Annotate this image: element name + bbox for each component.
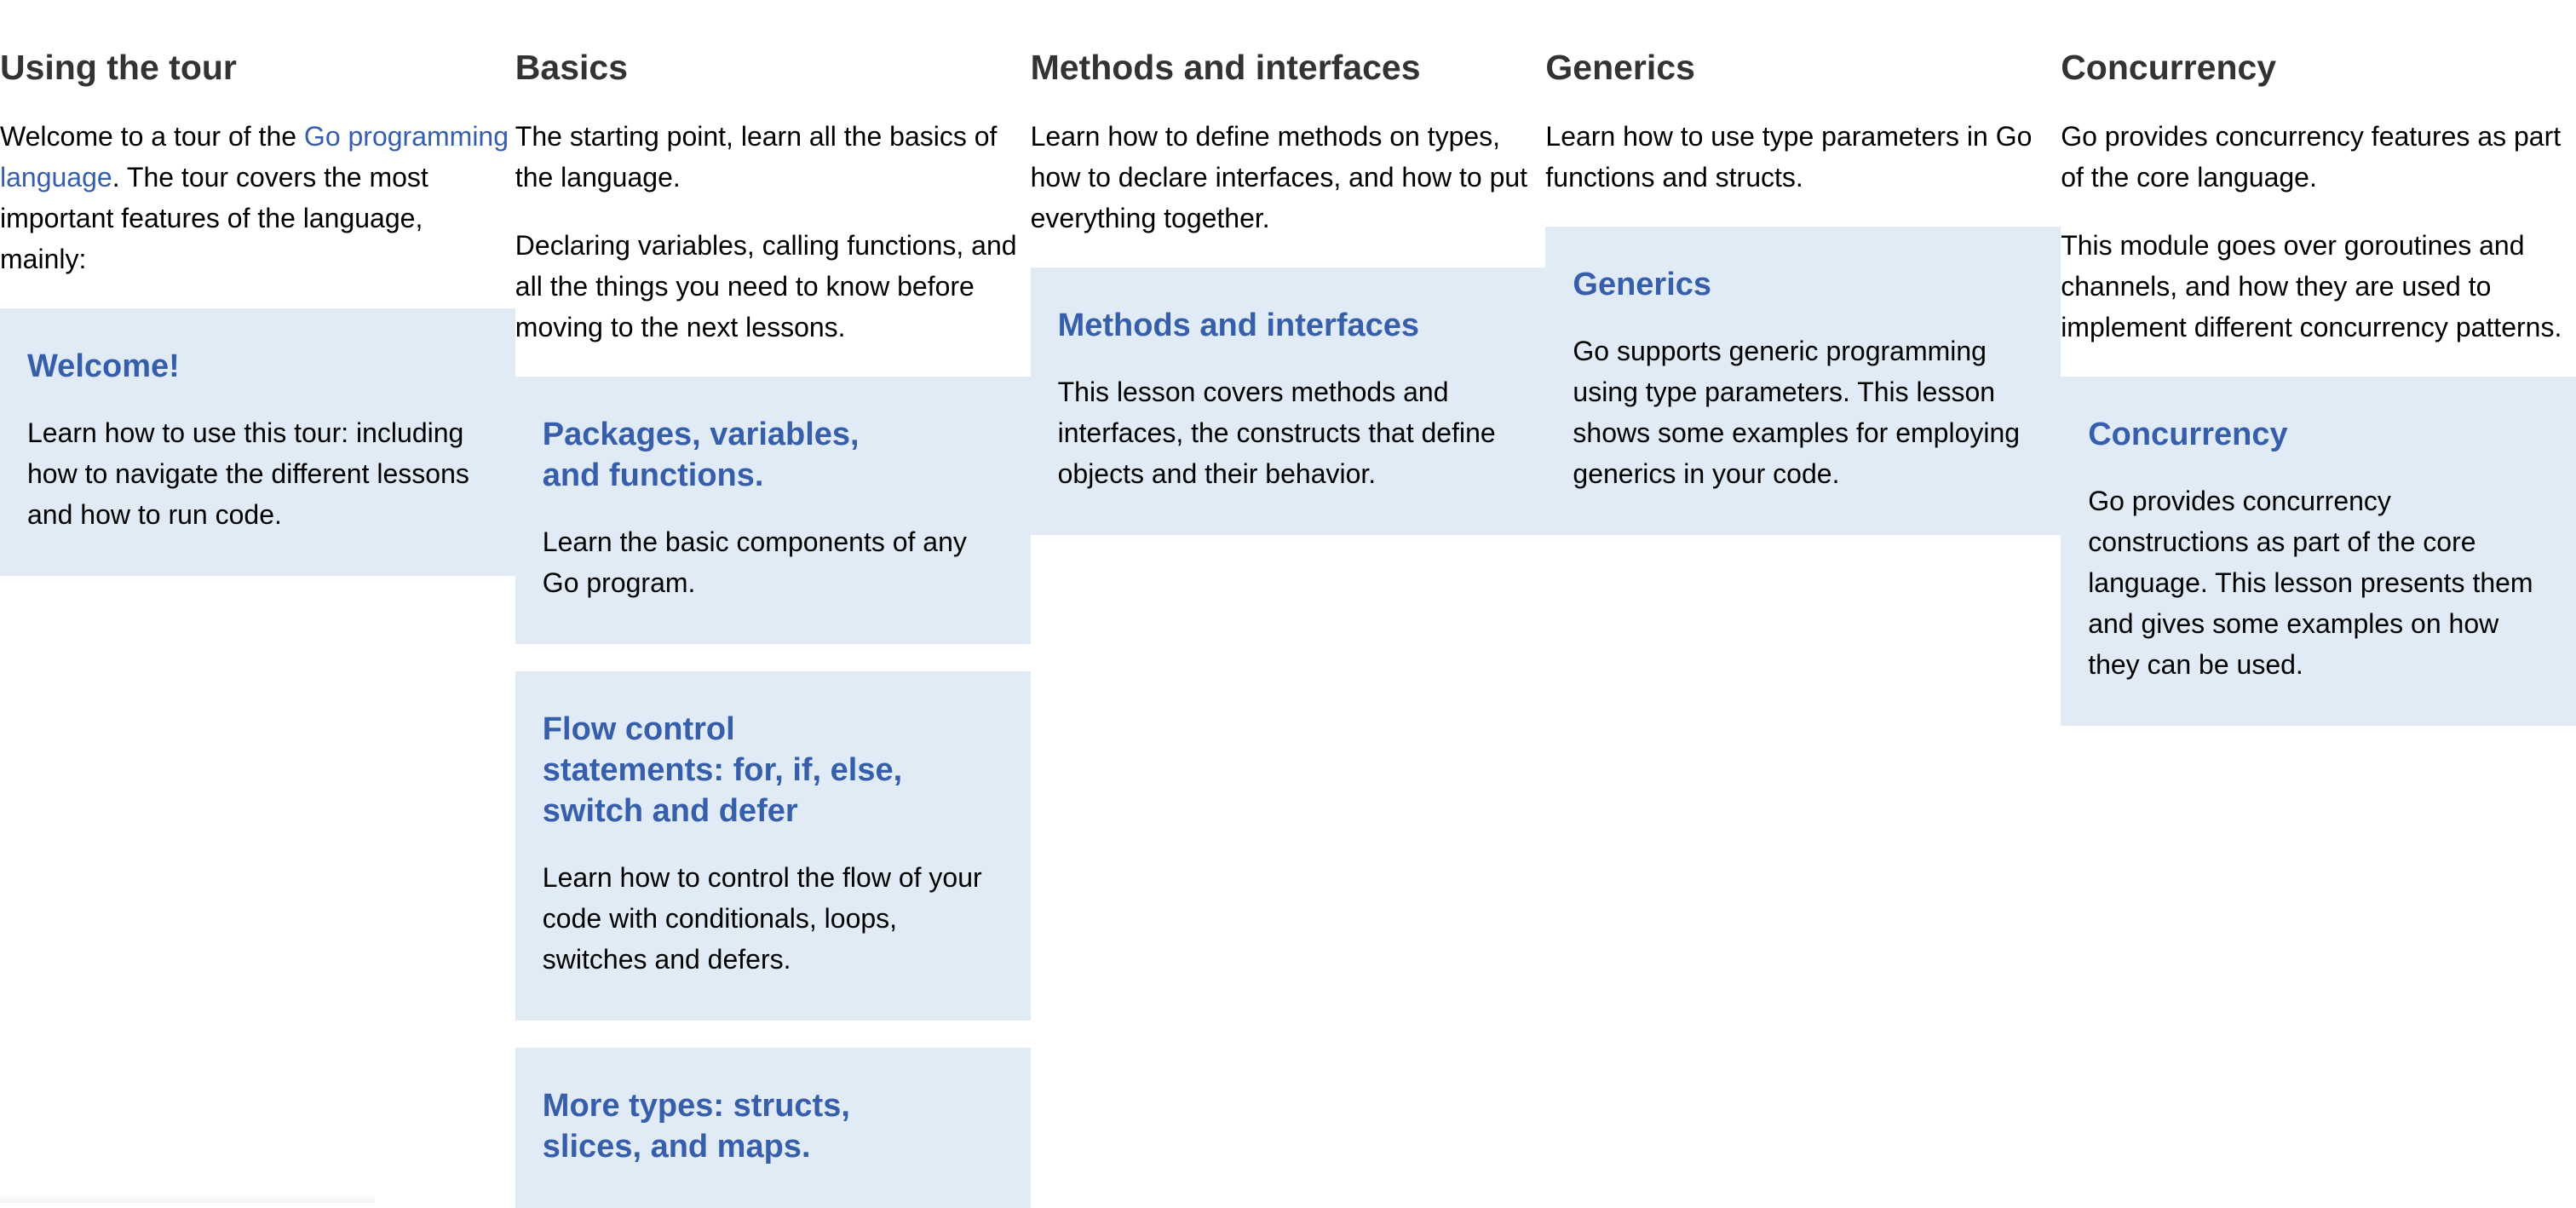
lesson-title[interactable]: More types: structs, slices, and maps.: [542, 1088, 850, 1165]
module-using-the-tour: Using the tour Welcome to a tour of the …: [0, 0, 515, 1203]
module-title: Basics: [515, 48, 629, 87]
go-language-link[interactable]: Go programming language: [0, 121, 509, 193]
lesson-card-flow-control[interactable]: Flow control statements: for, if, else, …: [515, 671, 1031, 1021]
lesson-list: Concurrency Go provides concurrency cons…: [2061, 377, 2576, 726]
lesson-list: Packages, variables, and functions. Lear…: [515, 377, 1031, 1208]
bottom-edge-shadow: [0, 1194, 375, 1203]
lesson-description: Learn how to control the flow of your co…: [542, 862, 982, 975]
lesson-list: Welcome! Learn how to use this tour: inc…: [0, 308, 515, 576]
intro-text-before: Welcome to a tour of the: [0, 121, 304, 152]
lesson-description: This lesson covers methods and interface…: [1057, 377, 1496, 489]
lesson-description: Go provides concurrency constructions as…: [2088, 486, 2533, 680]
lesson-list: Methods and interfaces This lesson cover…: [1030, 267, 1546, 535]
lesson-title[interactable]: Concurrency: [2088, 417, 2288, 452]
lesson-card-generics[interactable]: Generics Go supports generic programming…: [1545, 227, 2061, 535]
module-title: Using the tour: [0, 48, 237, 87]
lesson-title[interactable]: Methods and interfaces: [1057, 308, 1420, 343]
lesson-description: Learn the basic components of any Go pro…: [542, 526, 967, 598]
lesson-card-concurrency[interactable]: Concurrency Go provides concurrency cons…: [2061, 377, 2576, 726]
lesson-card-packages-variables-functions[interactable]: Packages, variables, and functions. Lear…: [515, 377, 1031, 644]
module-description: Go provides concurrency features as part…: [2061, 121, 2562, 193]
lesson-card-welcome[interactable]: Welcome! Learn how to use this tour: inc…: [0, 308, 515, 576]
lesson-description: Learn how to use this tour: including ho…: [27, 417, 469, 530]
module-basics: Basics The starting point, learn all the…: [515, 0, 1031, 1208]
module-title: Concurrency: [2061, 48, 2277, 87]
module-title: Methods and interfaces: [1030, 48, 1421, 87]
module-description: This module goes over goroutines and cha…: [2061, 230, 2562, 342]
lesson-title[interactable]: Flow control statements: for, if, else, …: [542, 711, 903, 829]
lesson-title[interactable]: Packages, variables, and functions.: [542, 417, 860, 493]
lesson-title[interactable]: Generics: [1573, 267, 1712, 302]
module-title: Generics: [1545, 48, 1695, 87]
module-description: The starting point, learn all the basics…: [515, 121, 998, 193]
module-description: Learn how to define methods on types, ho…: [1030, 121, 1528, 233]
lesson-card-methods-and-interfaces[interactable]: Methods and interfaces This lesson cover…: [1030, 267, 1546, 535]
lesson-card-more-types[interactable]: More types: structs, slices, and maps.: [515, 1048, 1031, 1208]
intro-text-after: . The tour covers the most important fea…: [0, 162, 428, 274]
lesson-title[interactable]: Welcome!: [27, 348, 180, 384]
module-description: Learn how to use type parameters in Go f…: [1545, 121, 2033, 193]
module-concurrency: Concurrency Go provides concurrency feat…: [2061, 0, 2576, 1203]
lesson-description: Go supports generic programming using ty…: [1573, 336, 2021, 489]
module-methods-and-interfaces: Methods and interfaces Learn how to defi…: [1030, 0, 1546, 1203]
module-intro: Welcome to a tour of the Go programming …: [0, 116, 515, 279]
module-generics: Generics Learn how to use type parameter…: [1545, 0, 2061, 1203]
module-description: Declaring variables, calling functions, …: [515, 230, 1017, 342]
lesson-list: Generics Go supports generic programming…: [1545, 227, 2061, 535]
